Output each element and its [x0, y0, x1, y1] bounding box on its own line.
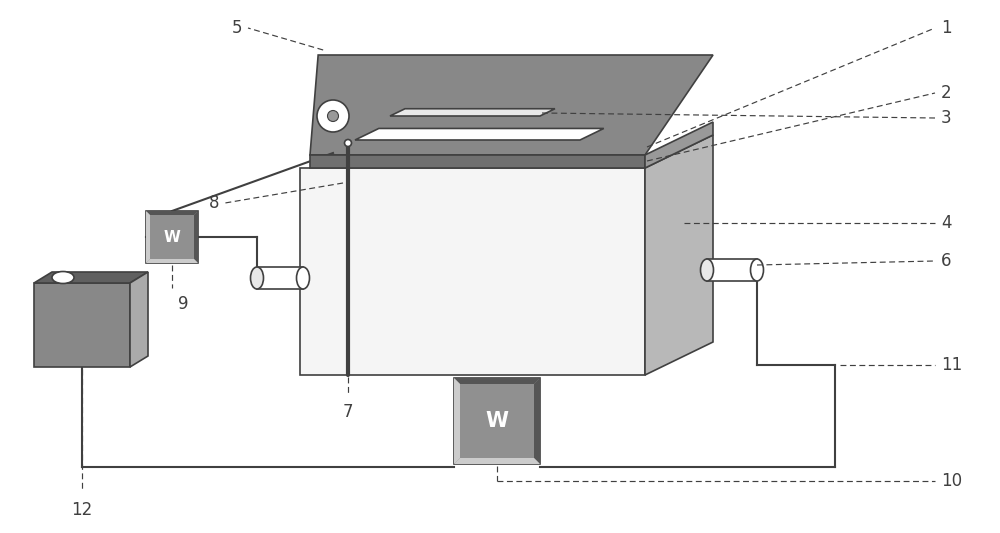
Text: 11: 11: [941, 356, 962, 374]
Polygon shape: [34, 272, 148, 283]
Polygon shape: [645, 135, 713, 375]
Polygon shape: [454, 378, 540, 384]
Text: W: W: [164, 230, 180, 245]
Bar: [257, 267, 303, 289]
Text: 9: 9: [178, 295, 188, 313]
Polygon shape: [146, 259, 198, 263]
Polygon shape: [534, 378, 540, 464]
Text: 3: 3: [941, 109, 952, 127]
Polygon shape: [146, 211, 150, 263]
Bar: [454, 378, 540, 464]
Text: 1: 1: [941, 19, 952, 37]
Text: 5: 5: [232, 19, 242, 37]
Text: 8: 8: [208, 194, 219, 212]
Polygon shape: [130, 272, 148, 367]
Text: 12: 12: [71, 501, 93, 519]
Text: 10: 10: [941, 472, 962, 490]
Bar: [707, 259, 757, 281]
Ellipse shape: [296, 267, 310, 289]
Text: 2: 2: [941, 84, 952, 102]
Text: 7: 7: [343, 403, 353, 421]
Ellipse shape: [328, 110, 338, 122]
Polygon shape: [454, 458, 540, 464]
Polygon shape: [310, 55, 713, 155]
Polygon shape: [645, 122, 713, 168]
Ellipse shape: [344, 140, 352, 147]
Polygon shape: [390, 109, 555, 116]
Ellipse shape: [700, 259, 714, 281]
Bar: [34, 283, 130, 367]
Bar: [146, 211, 198, 263]
Polygon shape: [454, 378, 460, 464]
Text: 6: 6: [941, 252, 952, 270]
Polygon shape: [146, 211, 198, 215]
Ellipse shape: [250, 267, 264, 289]
Text: 4: 4: [941, 214, 952, 232]
Ellipse shape: [750, 259, 764, 281]
Ellipse shape: [52, 271, 74, 284]
Polygon shape: [194, 211, 198, 263]
Polygon shape: [355, 128, 604, 140]
Ellipse shape: [317, 100, 349, 132]
Bar: [300, 168, 645, 375]
Text: W: W: [486, 411, 509, 431]
Polygon shape: [310, 155, 645, 168]
